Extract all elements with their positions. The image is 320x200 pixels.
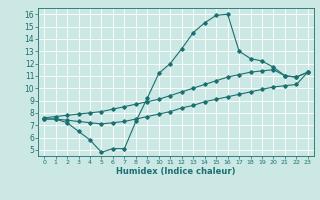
X-axis label: Humidex (Indice chaleur): Humidex (Indice chaleur) [116,167,236,176]
